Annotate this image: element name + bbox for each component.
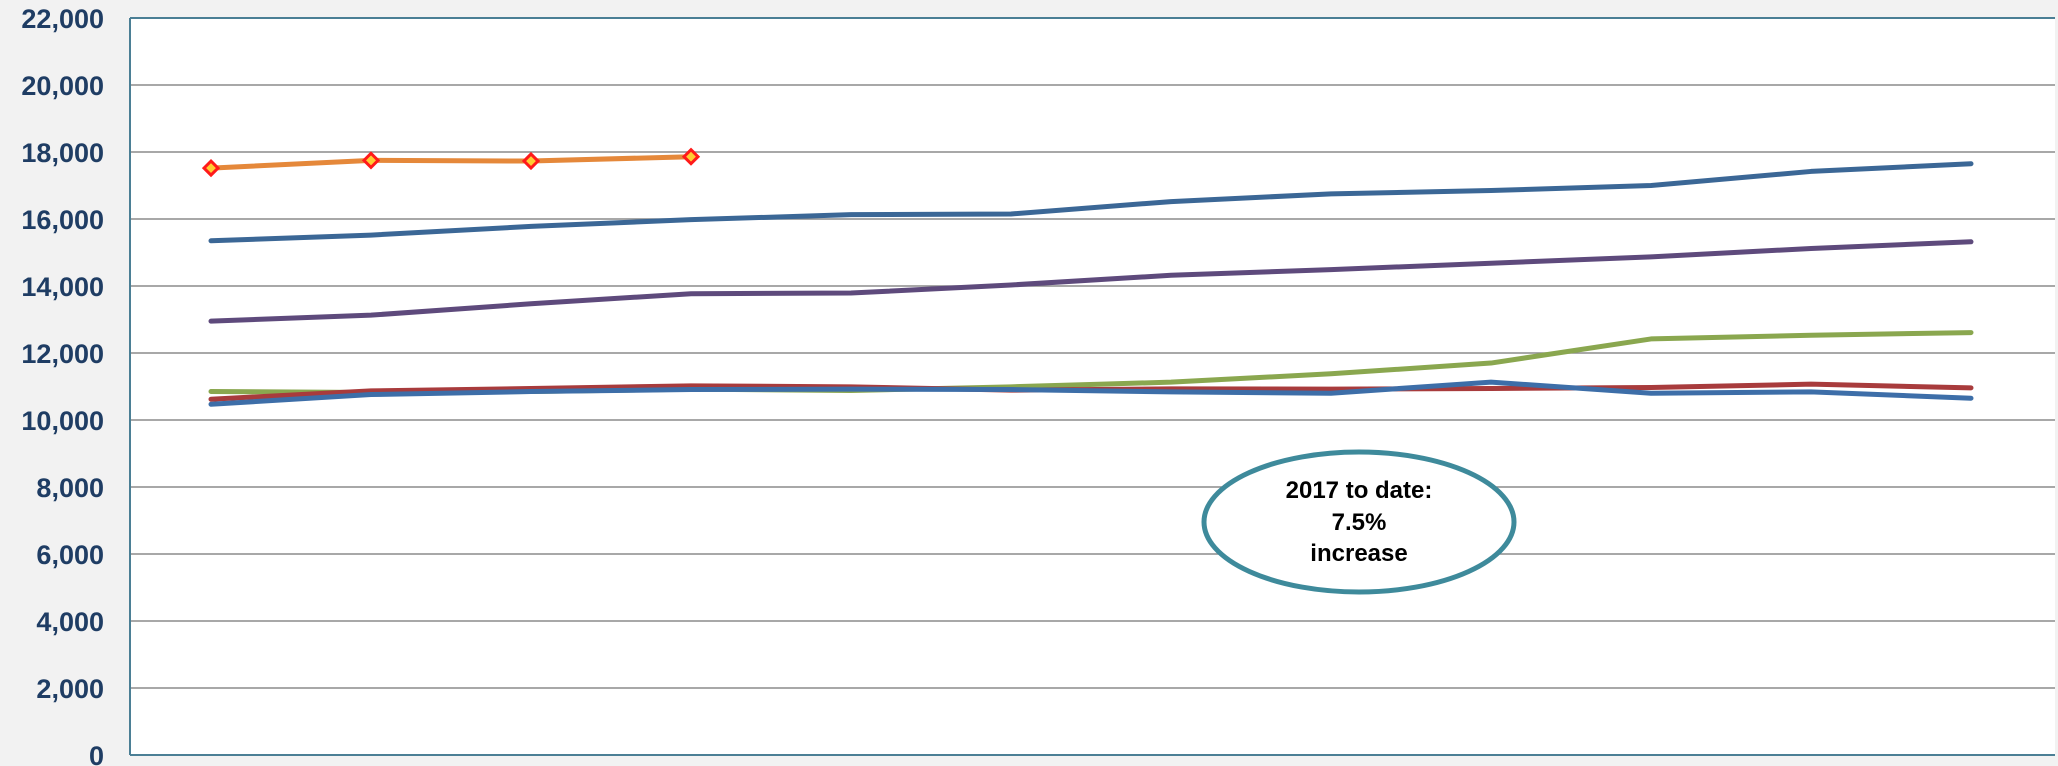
annotation-line-3: increase [1310, 540, 1407, 567]
y-tick-label: 4,000 [36, 607, 104, 637]
y-tick-label: 0 [89, 741, 104, 766]
series-line-1 [208, 161, 1974, 244]
data-point-marker [361, 151, 381, 170]
y-tick-label: 18,000 [21, 138, 104, 168]
y-tick-label: 14,000 [21, 272, 104, 302]
y-axis-tick-labels: 0 2,000 4,000 6,000 8,000 10,000 12,000 14,000 1… [21, 4, 104, 766]
y-tick-label: 6,000 [36, 540, 104, 570]
series-line-2 [208, 239, 1974, 324]
annotation-line-1: 2017 to date: [1286, 477, 1433, 504]
gridlines [130, 84, 2055, 689]
data-point-marker [521, 151, 541, 171]
data-point-marker [201, 158, 221, 178]
y-tick-label: 16,000 [21, 205, 104, 235]
y-tick-label: 2,000 [36, 674, 104, 704]
y-tick-label: 12,000 [21, 339, 104, 369]
series-line-6 [208, 154, 694, 171]
y-tick-label: 22,000 [21, 4, 104, 34]
y-tick-label: 8,000 [36, 473, 104, 503]
data-point-marker [681, 147, 701, 166]
y-tick-label: 10,000 [21, 406, 104, 436]
annotation-ellipse [1201, 449, 1517, 595]
annotation-callout: 2017 to date: 7.5% increase [1201, 449, 1517, 595]
series-lines [208, 154, 1974, 407]
series-line-5 [208, 379, 1974, 407]
annotation-line-2: 7.5% [1332, 509, 1387, 536]
y-tick-label: 20,000 [21, 71, 104, 101]
series-markers [201, 147, 701, 178]
